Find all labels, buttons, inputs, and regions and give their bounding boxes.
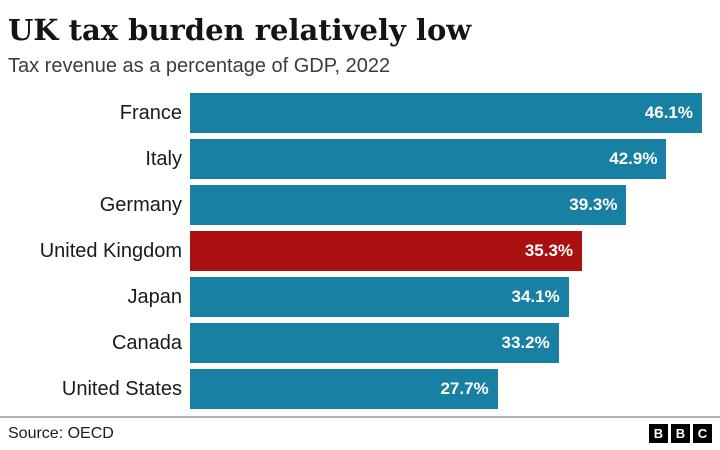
value-label: 33.2% bbox=[501, 333, 550, 353]
value-label: 46.1% bbox=[644, 103, 693, 123]
bar: 39.3% bbox=[190, 185, 627, 226]
bar-highlight: 35.3% bbox=[190, 231, 583, 272]
bar-row: Canada 33.2% bbox=[8, 323, 712, 364]
source-label: Source: OECD bbox=[8, 424, 114, 442]
bar: 46.1% bbox=[190, 93, 702, 134]
bar-track: 34.1% bbox=[190, 277, 712, 318]
value-label: 27.7% bbox=[440, 379, 489, 399]
bar-row: Japan 34.1% bbox=[8, 277, 712, 318]
bar-row: France 46.1% bbox=[8, 93, 712, 134]
bar: 42.9% bbox=[190, 139, 667, 180]
bar-row: United States 27.7% bbox=[8, 369, 712, 410]
bbc-logo-letter-c: C bbox=[693, 424, 712, 444]
chart-title: UK tax burden relatively low bbox=[8, 13, 472, 47]
category-label: United States bbox=[61, 378, 182, 401]
value-label: 39.3% bbox=[569, 195, 618, 215]
bar-row: Italy 42.9% bbox=[8, 139, 712, 180]
category-label: Germany bbox=[99, 194, 182, 217]
footer-divider bbox=[0, 416, 720, 419]
bar-track: 35.3% bbox=[190, 231, 712, 272]
bbc-logo-letter-b2: B bbox=[671, 424, 690, 444]
category-label: France bbox=[119, 102, 182, 125]
value-label: 35.3% bbox=[524, 241, 574, 261]
category-label: United Kingdom bbox=[39, 240, 182, 263]
category-label: Italy bbox=[145, 148, 182, 171]
bar: 34.1% bbox=[190, 277, 569, 318]
bar-chart: France 46.1% Italy 42.9% Germany 39.3% United … bbox=[8, 93, 712, 410]
bar: 33.2% bbox=[190, 323, 559, 364]
bar-track: 27.7% bbox=[190, 369, 712, 410]
bbc-logo-letter-b1: B bbox=[649, 424, 668, 444]
value-label: 34.1% bbox=[511, 287, 560, 307]
bar: 27.7% bbox=[190, 369, 498, 410]
bar-track: 33.2% bbox=[190, 323, 712, 364]
bar-track: 46.1% bbox=[190, 93, 712, 134]
value-label: 42.9% bbox=[609, 149, 658, 169]
footer: Source: OECD B B C bbox=[8, 424, 712, 449]
bar-row: Germany 39.3% bbox=[8, 185, 712, 226]
bar-row: United Kingdom 35.3% bbox=[8, 231, 712, 272]
bar-track: 42.9% bbox=[190, 139, 712, 180]
chart-subtitle: Tax revenue as a percentage of GDP, 2022 bbox=[8, 55, 391, 78]
bbc-logo: B B C bbox=[649, 424, 712, 444]
category-label: Japan bbox=[127, 286, 183, 309]
category-label: Canada bbox=[111, 332, 182, 355]
bar-track: 39.3% bbox=[190, 185, 712, 226]
